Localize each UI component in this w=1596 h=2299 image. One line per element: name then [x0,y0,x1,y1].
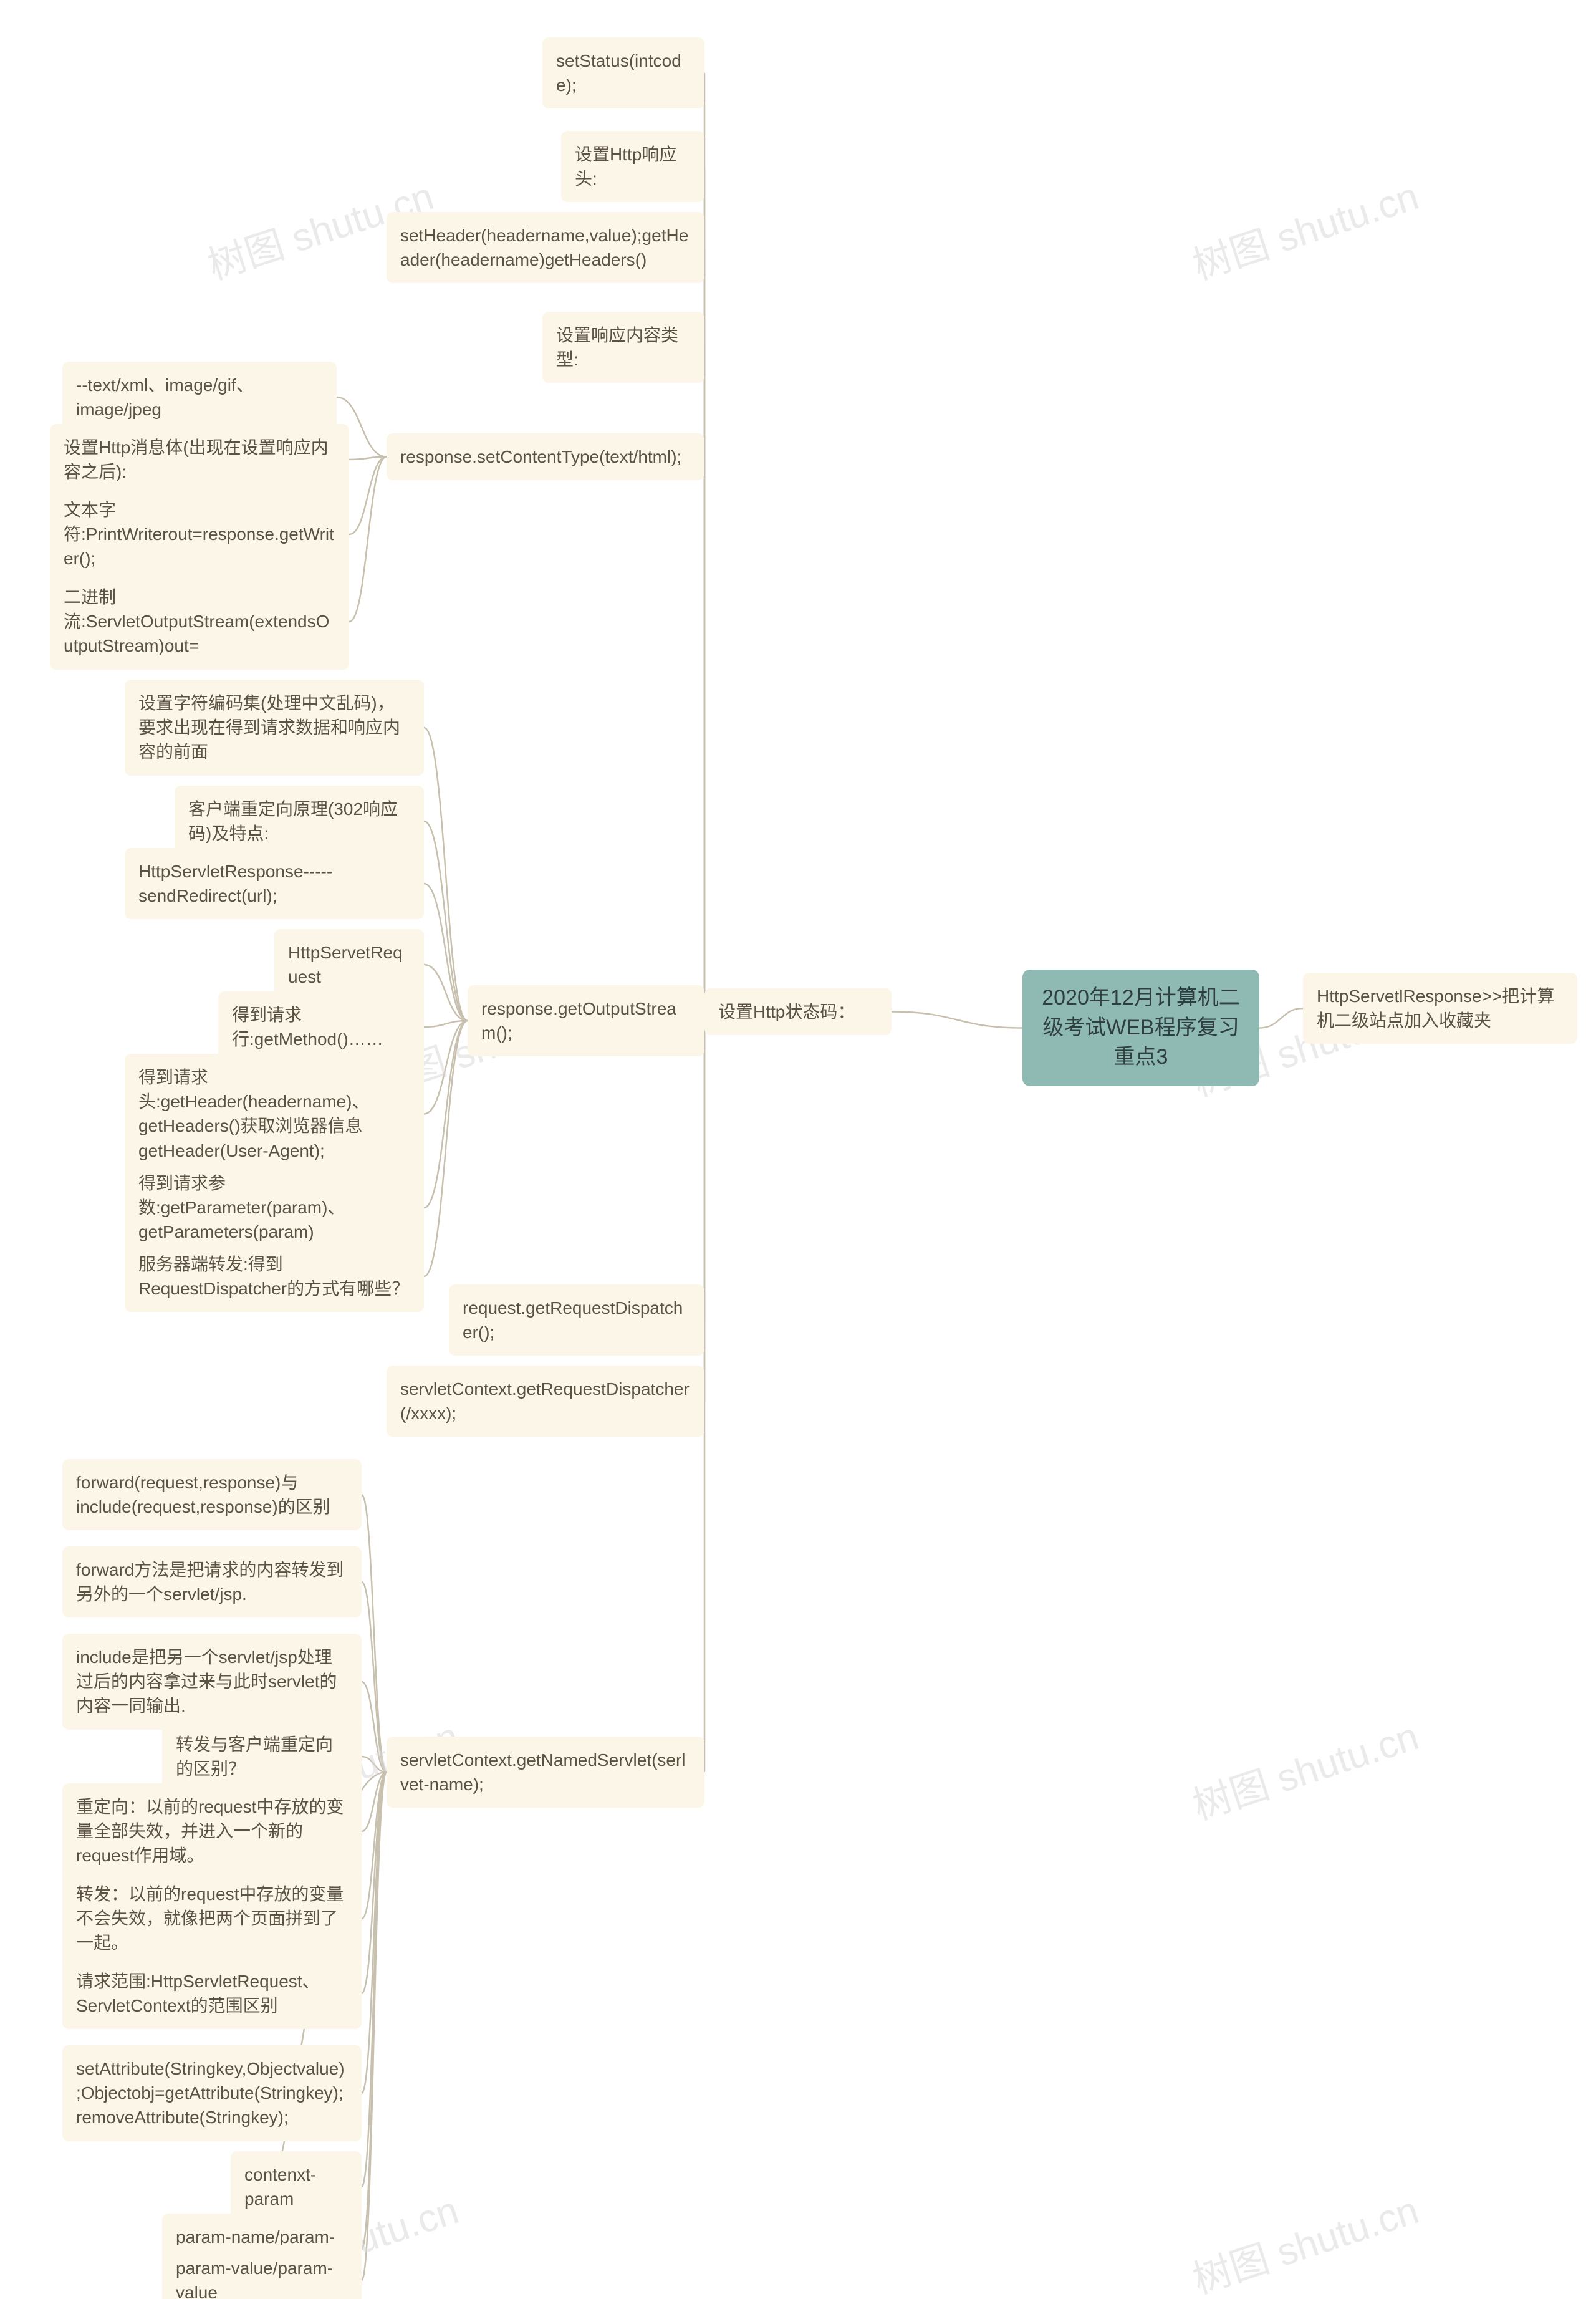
node-label: setAttribute(Stringkey,Objectvalue);Obje… [76,2059,345,2127]
node-label: HttpServletResponse-----sendRedirect(url… [138,862,332,905]
mindmap-node: param-value/param-value [162,2245,362,2299]
diagram-stage: 树图 shutu.cn树图 shutu.cn树图 shutu.cn树图 shut… [0,0,1596,2299]
node-label: setStatus(intcode); [556,51,681,95]
node-label: 重定向：以前的request中存放的变量全部失效，并进入一个新的request作… [76,1797,344,1865]
node-label: forward方法是把请求的内容转发到另外的一个servlet/jsp. [76,1560,344,1604]
mindmap-node: servletContext.getRequestDispatcher(/xxx… [387,1366,704,1437]
mindmap-node: 客户端重定向原理(302响应码)及特点: [175,786,424,857]
mindmap-node: 转发：以前的request中存放的变量不会失效，就像把两个页面拼到了一起。 [62,1871,362,1967]
node-label: 客户端重定向原理(302响应码)及特点: [188,799,398,843]
node-label: include是把另一个servlet/jsp处理过后的内容拿过来与此时serv… [76,1647,337,1715]
node-label: param-value/param-value [176,2258,333,2299]
node-label: 服务器端转发:得到RequestDispatcher的方式有哪些？ [138,1255,409,1298]
node-label: forward(request,response)与include(reques… [76,1473,330,1516]
mindmap-node: setAttribute(Stringkey,Objectvalue);Obje… [62,2045,362,2141]
mindmap-node: forward(request,response)与include(reques… [62,1459,362,1530]
node-label: 得到请求头:getHeader(headername)、getHeaders()… [138,1068,369,1160]
mindmap-node: 设置Http消息体(出现在设置响应内容之后): [50,424,349,495]
mindmap-node: setStatus(intcode); [542,37,704,108]
mindmap-node: 设置Http响应头: [561,131,704,202]
watermark: 树图 shutu.cn [1185,1705,1425,1831]
mindmap-node: --text/xml、image/gif、image/jpeg [62,362,337,433]
mindmap-node: contenxt-param [231,2151,362,2222]
watermark: 树图 shutu.cn [1185,165,1425,291]
watermark: 树图 shutu.cn [1185,2179,1425,2299]
mindmap-node: 转发与客户端重定向的区别？ [162,1721,362,1792]
mindmap-node: 重定向：以前的request中存放的变量全部失效，并进入一个新的request作… [62,1783,362,1879]
node-label: 转发与客户端重定向的区别？ [176,1735,333,1778]
mindmap-node: 设置响应内容类型: [542,312,704,383]
node-label: 设置字符编码集(处理中文乱码)，要求出现在得到请求数据和响应内容的前面 [138,693,400,761]
mindmap-node: forward方法是把请求的内容转发到另外的一个servlet/jsp. [62,1546,362,1617]
mindmap-node: 设置字符编码集(处理中文乱码)，要求出现在得到请求数据和响应内容的前面 [125,680,424,776]
node-label: 设置Http响应头: [575,145,676,188]
mindmap-node: include是把另一个servlet/jsp处理过后的内容拿过来与此时serv… [62,1634,362,1730]
node-label: HttpServetlResponse>>把计算机二级站点加入收藏夹 [1317,986,1554,1030]
mindmap-node: response.getOutputStream(); [468,985,704,1056]
mindmap-node: 服务器端转发:得到RequestDispatcher的方式有哪些？ [125,1241,424,1312]
mindmap-node: HttpServetlResponse>>把计算机二级站点加入收藏夹 [1303,973,1577,1044]
mindmap-node: servletContext.getNamedServlet(serlvet-n… [387,1737,704,1808]
node-label: 设置Http消息体(出现在设置响应内容之后): [64,438,329,481]
node-label: setHeader(headername,value);getHeader(he… [400,226,688,269]
node-label: servletContext.getRequestDispatcher(/xxx… [400,1379,690,1423]
node-label: 文本字符:PrintWriterout=response.getWriter()… [64,500,334,568]
node-label: request.getRequestDispatcher(); [463,1298,683,1342]
mindmap-node: HttpServletResponse-----sendRedirect(url… [125,848,424,919]
node-label: 设置Http状态码： [718,1002,855,1021]
mindmap-node: 设置Http状态码： [704,988,892,1035]
mindmap-node: HttpServetRequest [274,929,424,1000]
mindmap-node: 得到请求头:getHeader(headername)、getHeaders()… [125,1054,424,1174]
mindmap-node: 文本字符:PrintWriterout=response.getWriter()… [50,486,349,582]
mindmap-node: 二进制流:ServletOutputStream(extendsOutputSt… [50,574,349,670]
node-label: servletContext.getNamedServlet(serlvet-n… [400,1750,686,1794]
node-label: 二进制流:ServletOutputStream(extendsOutputSt… [64,587,329,655]
node-label: 得到请求参数:getParameter(param)、getParameters… [138,1174,345,1241]
mindmap-node: setHeader(headername,value);getHeader(he… [387,212,704,283]
node-label: 得到请求行:getMethod()…… [232,1005,383,1049]
mindmap-node: 得到请求行:getMethod()…… [218,991,424,1063]
node-label: response.setContentType(text/html); [400,447,681,466]
node-label: 请求范围:HttpServletRequest、ServletContext的范… [76,1972,320,2015]
node-label: response.getOutputStream(); [481,999,676,1043]
node-label: --text/xml、image/gif、image/jpeg [76,375,254,419]
node-label: contenxt-param [244,2165,316,2209]
node-label: 2020年12月计算机二级考试WEB程序复习重点3 [1042,986,1239,1069]
mindmap-node: 2020年12月计算机二级考试WEB程序复习重点3 [1022,970,1259,1086]
node-label: 转发：以前的request中存放的变量不会失效，就像把两个页面拼到了一起。 [76,1884,344,1952]
node-label: HttpServetRequest [288,943,403,986]
mindmap-node: response.setContentType(text/html); [387,433,704,480]
mindmap-node: 请求范围:HttpServletRequest、ServletContext的范… [62,1958,362,2029]
node-label: 设置响应内容类型: [556,325,678,369]
mindmap-node: request.getRequestDispatcher(); [449,1284,704,1356]
